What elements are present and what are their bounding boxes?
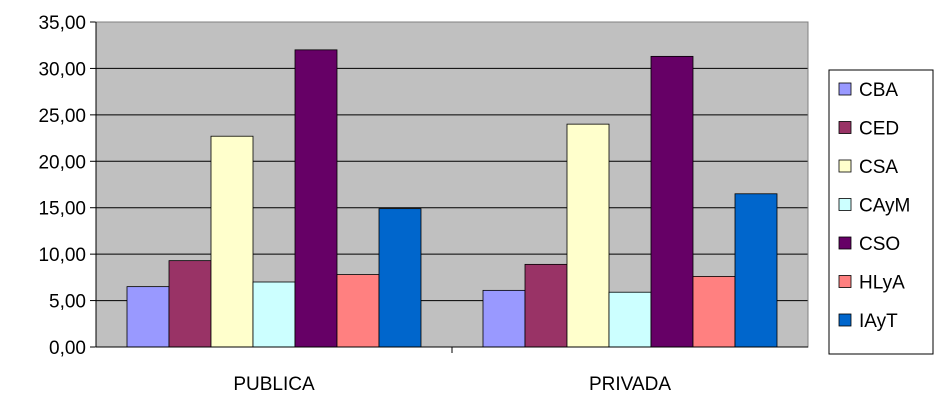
legend-swatch-ced	[838, 121, 852, 134]
bar-cba-privada	[482, 289, 526, 348]
legend-swatch-iayt	[838, 313, 852, 327]
bar-cso-publica	[294, 49, 338, 348]
legend-label-cba: CBA	[859, 80, 898, 101]
axes	[90, 21, 809, 353]
y-tick-label: 0,00	[49, 338, 86, 359]
legend-label-cso: CSO	[859, 234, 900, 255]
bar-ced-privada	[524, 263, 568, 348]
bar-hlya-privada	[692, 276, 736, 348]
bar-cso-privada	[650, 55, 694, 348]
bar-caym-publica	[252, 281, 296, 348]
legend-swatch-cso	[838, 236, 852, 250]
y-tick-label: 35,00	[38, 13, 86, 34]
y-tick-label: 20,00	[38, 152, 86, 173]
bar-iayt-publica	[378, 208, 422, 348]
y-tick-label: 25,00	[38, 106, 86, 127]
x-axis-categories: PUBLICA PRIVADA	[233, 374, 671, 395]
y-tick-label: 10,00	[38, 245, 86, 266]
bar-caym-privada	[608, 291, 652, 348]
y-tick-label: 5,00	[49, 292, 86, 313]
bar-iayt-privada	[734, 193, 778, 348]
legend: CBA CED CSA CAyM CSO HLyA IAyT	[828, 69, 934, 355]
legend-swatch-csa	[838, 159, 852, 173]
legend-swatch-cba	[838, 82, 852, 96]
bar-cba-publica	[126, 286, 170, 348]
legend-label-iayt: IAyT	[859, 311, 898, 332]
bar-ced-publica	[168, 260, 212, 348]
y-tick-label: 30,00	[38, 59, 86, 80]
legend-swatch-caym	[838, 198, 852, 211]
bar-csa-publica	[210, 135, 254, 348]
legend-label-caym: CAyM	[859, 196, 910, 217]
y-tick-label: 15,00	[38, 199, 86, 220]
legend-label-ced: CED	[859, 119, 899, 140]
legend-box	[828, 69, 934, 355]
bar-hlya-publica	[336, 274, 380, 348]
x-category-label: PRIVADA	[589, 374, 671, 395]
legend-swatch-hlya	[838, 275, 852, 288]
y-axis-ticks: 0,00 5,00 10,00 15,00 20,00 25,00 30,00 35,00	[38, 13, 86, 359]
legend-label-csa: CSA	[859, 157, 898, 178]
x-category-label: PUBLICA	[233, 374, 315, 395]
bar-csa-privada	[566, 123, 610, 348]
legend-label-hlya: HLyA	[859, 273, 905, 294]
